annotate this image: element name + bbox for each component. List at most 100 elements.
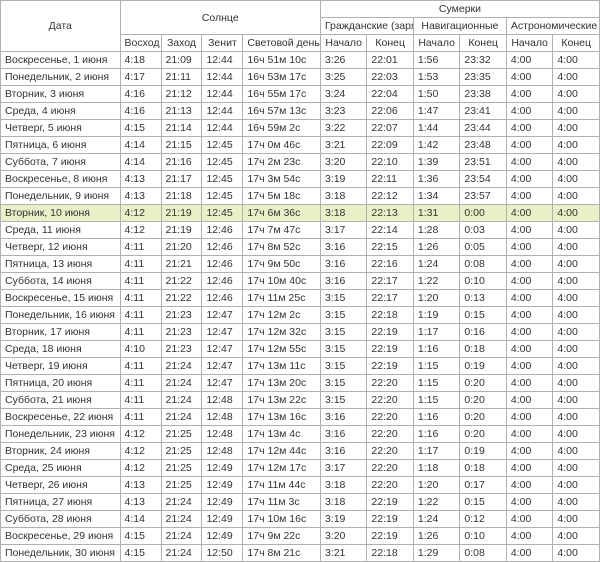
cell-date: Воскресенье, 8 июня [1,171,121,188]
table-row: Суббота, 28 июня4:1421:2412:4917ч 10м 16… [1,511,600,528]
cell-value: 0:20 [460,392,506,409]
cell-value: 4:00 [506,477,552,494]
cell-value: 1:28 [413,222,459,239]
cell-value: 4:00 [553,443,600,460]
cell-value: 1:29 [413,545,459,562]
table-row: Среда, 25 июня4:1221:2512:4917ч 12м 17с3… [1,460,600,477]
cell-value: 17ч 13м 11с [243,358,321,375]
cell-value: 3:15 [320,290,366,307]
cell-value: 12:44 [202,69,243,86]
cell-value: 4:00 [506,273,552,290]
cell-value: 3:22 [320,120,366,137]
cell-value: 12:44 [202,103,243,120]
cell-value: 21:24 [161,358,202,375]
cell-value: 21:23 [161,341,202,358]
cell-value: 4:12 [120,426,161,443]
cell-value: 4:00 [506,137,552,154]
hdr-twilight: Сумерки [320,1,599,18]
cell-value: 22:20 [367,409,413,426]
cell-value: 1:39 [413,154,459,171]
cell-date: Пятница, 20 июня [1,375,121,392]
cell-value: 23:48 [460,137,506,154]
cell-value: 12:46 [202,222,243,239]
cell-value: 22:19 [367,494,413,511]
cell-value: 4:14 [120,511,161,528]
cell-value: 0:18 [460,460,506,477]
cell-value: 1:22 [413,273,459,290]
cell-value: 22:10 [367,154,413,171]
cell-value: 12:48 [202,392,243,409]
cell-value: 3:15 [320,324,366,341]
cell-value: 22:18 [367,545,413,562]
cell-value: 21:25 [161,426,202,443]
cell-value: 21:16 [161,154,202,171]
cell-value: 1:16 [413,426,459,443]
cell-value: 21:11 [161,69,202,86]
cell-value: 21:23 [161,324,202,341]
cell-value: 21:23 [161,307,202,324]
cell-date: Среда, 11 июня [1,222,121,239]
table-row: Суббота, 21 июня4:1121:2412:4817ч 13м 22… [1,392,600,409]
cell-date: Понедельник, 9 июня [1,188,121,205]
cell-date: Понедельник, 30 июня [1,545,121,562]
cell-value: 12:49 [202,477,243,494]
cell-value: 17ч 0м 46с [243,137,321,154]
cell-value: 4:00 [506,290,552,307]
cell-date: Вторник, 10 июня [1,205,121,222]
cell-value: 4:12 [120,205,161,222]
cell-date: Понедельник, 16 июня [1,307,121,324]
table-row: Вторник, 24 июня4:1221:2512:4817ч 12м 44… [1,443,600,460]
cell-value: 0:19 [460,443,506,460]
cell-value: 17ч 9м 50с [243,256,321,273]
cell-value: 1:44 [413,120,459,137]
cell-value: 3:21 [320,545,366,562]
cell-value: 17ч 12м 17с [243,460,321,477]
cell-value: 17ч 7м 47с [243,222,321,239]
cell-value: 17ч 3м 54с [243,171,321,188]
cell-value: 4:00 [553,290,600,307]
cell-value: 4:12 [120,222,161,239]
cell-value: 16ч 59м 2с [243,120,321,137]
cell-value: 4:00 [506,120,552,137]
cell-value: 3:21 [320,137,366,154]
cell-date: Воскресенье, 1 июня [1,52,121,69]
cell-value: 1:16 [413,341,459,358]
cell-value: 22:19 [367,324,413,341]
cell-value: 22:04 [367,86,413,103]
cell-value: 0:20 [460,409,506,426]
cell-value: 16ч 57м 13с [243,103,321,120]
cell-value: 12:44 [202,52,243,69]
cell-value: 12:49 [202,494,243,511]
cell-value: 17ч 13м 20с [243,375,321,392]
hdr-civil-start: Начало [320,35,366,52]
table-row: Четверг, 19 июня4:1121:2412:4717ч 13м 11… [1,358,600,375]
table-row: Воскресенье, 29 июня4:1521:2412:4917ч 9м… [1,528,600,545]
cell-value: 3:17 [320,222,366,239]
cell-value: 4:00 [553,171,600,188]
cell-value: 4:00 [553,256,600,273]
cell-value: 1:20 [413,477,459,494]
cell-date: Воскресенье, 22 июня [1,409,121,426]
cell-value: 12:47 [202,307,243,324]
cell-value: 4:11 [120,290,161,307]
cell-value: 21:24 [161,511,202,528]
cell-value: 3:19 [320,171,366,188]
cell-date: Суббота, 7 июня [1,154,121,171]
cell-value: 4:00 [553,477,600,494]
cell-value: 4:00 [506,188,552,205]
cell-value: 3:16 [320,273,366,290]
cell-value: 23:54 [460,171,506,188]
cell-value: 1:15 [413,392,459,409]
cell-value: 1:20 [413,290,459,307]
cell-value: 1:18 [413,460,459,477]
table-row: Понедельник, 16 июня4:1121:2312:4717ч 12… [1,307,600,324]
cell-value: 21:15 [161,137,202,154]
cell-value: 0:17 [460,477,506,494]
cell-value: 1:15 [413,375,459,392]
cell-value: 1:19 [413,307,459,324]
cell-value: 22:16 [367,256,413,273]
cell-value: 1:22 [413,494,459,511]
cell-value: 3:26 [320,52,366,69]
cell-value: 21:24 [161,392,202,409]
cell-value: 4:00 [506,358,552,375]
